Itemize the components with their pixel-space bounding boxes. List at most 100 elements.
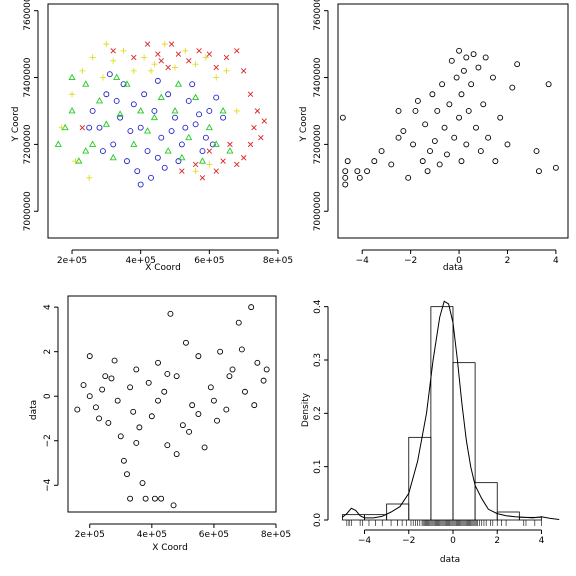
data-point: [127, 495, 134, 502]
data-point: [157, 93, 165, 101]
data-point: [258, 134, 264, 141]
x-tick-label: −2: [402, 536, 415, 546]
data-point: [213, 94, 220, 101]
data-point: [158, 134, 165, 141]
data-point: [120, 47, 127, 54]
data-point: [178, 141, 185, 148]
data-point: [199, 148, 206, 155]
data-point: [463, 141, 470, 148]
data-point: [202, 54, 209, 61]
data-point: [234, 48, 240, 54]
x-axis-title: data: [440, 555, 460, 565]
data-point: [137, 181, 144, 188]
data-point: [130, 101, 137, 108]
data-point: [155, 397, 161, 404]
data-point: [424, 168, 431, 175]
data-point: [89, 108, 96, 114]
rug-marks: [346, 520, 542, 526]
data-point: [254, 359, 261, 366]
data-point: [96, 124, 103, 131]
data-point: [422, 121, 429, 128]
y-tick-label: 7200000: [313, 124, 323, 164]
data-point: [173, 451, 180, 458]
data-point: [174, 80, 183, 87]
data-point: [147, 67, 154, 74]
data-point: [533, 148, 540, 155]
data-point: [110, 57, 117, 64]
data-point: [161, 41, 168, 48]
data-point: [229, 366, 236, 373]
x-tick-label: 0: [450, 536, 456, 546]
y-tick-label: 0.2: [313, 406, 323, 420]
data-point: [504, 141, 511, 148]
data-points-group: [339, 47, 559, 188]
data-point: [167, 310, 174, 317]
data-point: [405, 174, 412, 181]
data-point: [189, 402, 196, 409]
data-point: [144, 41, 151, 47]
data-point: [86, 124, 93, 131]
density-curve: [342, 300, 560, 520]
data-point: [74, 406, 81, 413]
data-point: [434, 108, 441, 114]
data-point: [124, 471, 130, 478]
data-point: [106, 71, 113, 78]
y-tick-label: 7400000: [313, 57, 323, 97]
data-point: [206, 148, 213, 154]
data-point: [388, 161, 395, 168]
data-point: [485, 134, 492, 141]
data-point: [223, 54, 230, 61]
data-point: [238, 346, 245, 353]
data-point: [198, 157, 207, 164]
data-point: [96, 415, 102, 422]
data-point: [164, 442, 171, 449]
data-point: [240, 155, 247, 161]
data-point: [185, 133, 193, 141]
data-point: [354, 168, 361, 175]
data-point: [342, 181, 349, 188]
x-axis-title: X Coord: [145, 263, 181, 273]
data-point: [429, 91, 436, 98]
data-point: [183, 339, 189, 346]
data-points-group: [54, 41, 267, 188]
data-point: [458, 158, 465, 165]
data-point: [453, 74, 460, 81]
y-tick-label: 0.1: [313, 460, 323, 474]
data-point: [185, 97, 192, 104]
data-point: [61, 123, 69, 131]
data-point: [182, 47, 189, 54]
data-point: [339, 114, 346, 121]
data-point: [220, 114, 227, 121]
data-point: [192, 93, 200, 101]
data-point: [212, 140, 220, 147]
data-point: [103, 91, 110, 98]
x-axis-title: data: [443, 263, 463, 273]
data-point: [72, 158, 79, 165]
histogram-bar: [452, 362, 476, 521]
data-point: [196, 48, 202, 54]
data-point: [186, 58, 192, 64]
data-point: [202, 134, 209, 141]
data-point: [223, 67, 230, 74]
data-point: [251, 124, 257, 131]
data-point: [456, 114, 463, 121]
y-tick-label: 7000000: [23, 191, 33, 231]
y-axis-title: Y Coord: [11, 107, 21, 143]
data-point: [89, 140, 97, 147]
data-point: [210, 397, 217, 404]
histogram-bar: [430, 306, 454, 521]
data-point: [219, 107, 227, 114]
data-point: [514, 61, 521, 68]
data-point: [195, 411, 202, 417]
data-point: [217, 348, 224, 355]
y-tick-label: 7400000: [23, 57, 33, 97]
data-point: [68, 73, 76, 80]
data-point: [412, 108, 419, 114]
data-point: [111, 357, 118, 364]
data-point: [263, 366, 270, 373]
data-point: [155, 359, 161, 366]
data-point: [148, 413, 155, 420]
data-point: [137, 124, 144, 131]
y-tick-label: 0.0: [313, 513, 323, 528]
